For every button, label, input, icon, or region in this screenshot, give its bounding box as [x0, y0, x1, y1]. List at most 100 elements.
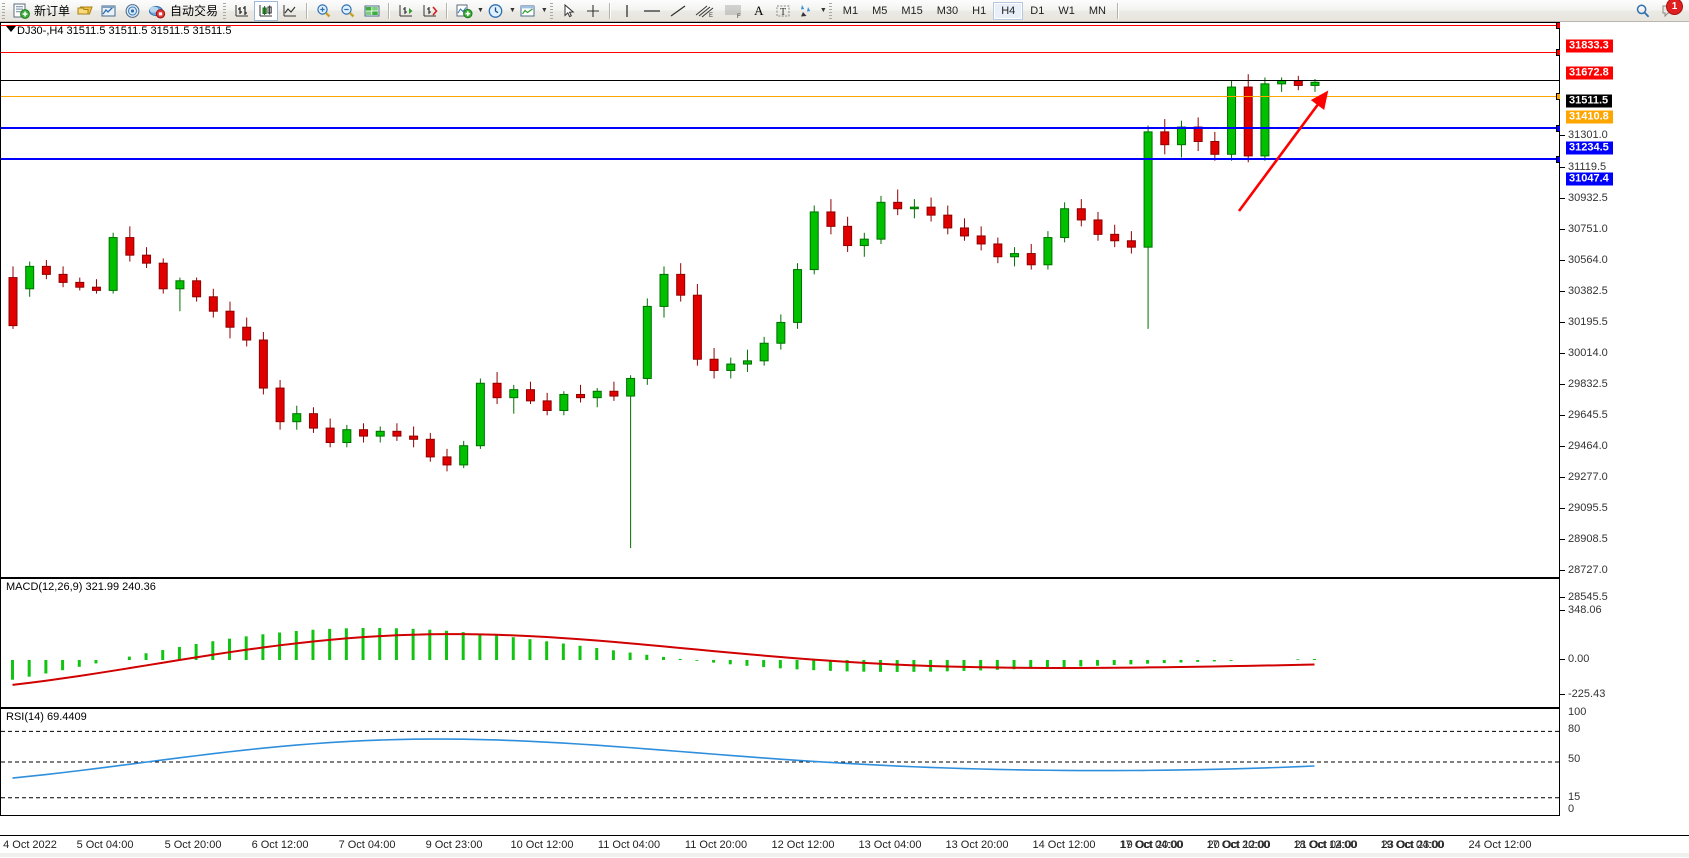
tab-timeframe-h1[interactable]: H1 — [972, 4, 987, 17]
candle-body — [642, 305, 652, 379]
symbol-dropdown-icon[interactable] — [6, 26, 16, 32]
candle-body — [409, 435, 419, 440]
price-tick-mark — [1560, 353, 1565, 354]
macd-histogram-bar — [445, 630, 448, 660]
period-caret-icon[interactable]: ▼ — [508, 7, 516, 14]
templates-button[interactable] — [516, 1, 540, 21]
rsi-title: RSI(14) 69.4409 — [6, 711, 87, 723]
chart-shift-button[interactable] — [418, 1, 442, 21]
main-toolbar: 新订单 — [0, 0, 1689, 22]
time-axis-label: 13 Oct 04:00 — [858, 839, 922, 851]
data-window-button[interactable] — [360, 1, 384, 21]
price-tick-mark — [1560, 167, 1565, 168]
macd-histogram-bar — [194, 643, 198, 660]
candle-body — [576, 393, 586, 399]
tab-timeframe-m15[interactable]: M15 — [901, 4, 923, 17]
trendline-button[interactable] — [665, 1, 691, 21]
notification-badge: 1 — [1666, 0, 1683, 15]
price-tick-mark — [1560, 570, 1565, 571]
fibonacci-button[interactable]: F — [719, 1, 747, 21]
time-axis-label: 24 Oct 12:00 — [1468, 839, 1532, 851]
text-label-button[interactable]: T — [771, 1, 795, 21]
candle-body — [1093, 219, 1103, 235]
macd-pane[interactable]: MACD(12,26,9) 321.99 240.36 — [0, 578, 1560, 708]
rsi-series — [1, 730, 1559, 799]
tab-timeframe-mn[interactable]: MN — [1088, 4, 1106, 17]
data-window-icon — [364, 5, 380, 16]
candlestick-icon — [259, 4, 273, 16]
toolbar-grip-3[interactable] — [549, 2, 553, 19]
shapes-button[interactable] — [795, 1, 819, 21]
cursor-icon — [564, 3, 575, 17]
period-button[interactable] — [484, 1, 508, 21]
candle-body — [1160, 131, 1170, 146]
notifications-button[interactable]: 1 — [1655, 0, 1685, 21]
expert-advisors-button[interactable] — [73, 1, 97, 21]
zoom-in-button[interactable] — [312, 1, 336, 21]
shapes-caret-icon[interactable]: ▼ — [819, 7, 827, 14]
last-price-tag[interactable]: 31511.5 — [1566, 94, 1613, 108]
toolbar-grip-4[interactable] — [828, 2, 832, 19]
macd-histogram-bar — [778, 660, 782, 669]
cursor-tool-button[interactable] — [557, 1, 581, 21]
autotrading-button[interactable] — [145, 1, 169, 21]
crosshair-tool-button[interactable] — [581, 1, 605, 21]
macd-histogram-bar — [645, 654, 649, 660]
macd-histogram-bar — [611, 650, 615, 660]
macd-histogram-bar — [244, 636, 248, 660]
price-axis[interactable]: 31301.0 31119.5 30932.5 30751.0 30564.0 30382… — [1560, 22, 1689, 816]
zoom-out-button[interactable] — [336, 1, 360, 21]
candle-body — [1110, 233, 1120, 242]
market-watch-button[interactable] — [97, 1, 121, 21]
toolbar-grip-2[interactable] — [223, 2, 227, 19]
price-tick-label: 28545.5 — [1568, 591, 1608, 603]
macd-histogram-bar — [528, 639, 532, 660]
tab-timeframe-m1[interactable]: M1 — [842, 4, 859, 17]
fibonacci-icon: F — [724, 5, 741, 19]
support-tag-2[interactable]: 31047.4 — [1566, 172, 1613, 186]
templates-caret-icon[interactable]: ▼ — [540, 7, 548, 14]
chart-area[interactable]: DJ30-,H4 31511.5 31511.5 31511.5 31511.5 — [0, 22, 1689, 835]
tab-timeframe-m5[interactable]: M5 — [872, 4, 888, 17]
price-pane[interactable]: DJ30-,H4 31511.5 31511.5 31511.5 31511.5 — [0, 22, 1563, 578]
pending-order-line — [1, 93, 1563, 100]
search-button[interactable] — [1631, 1, 1655, 21]
equidistant-channel-button[interactable]: E — [691, 1, 719, 21]
toolbar-separator-4 — [608, 2, 611, 19]
bar-chart-button[interactable] — [230, 1, 254, 21]
rsi-pane[interactable]: RSI(14) 69.4409 — [0, 708, 1560, 816]
indicators-button[interactable] — [452, 1, 476, 21]
resistance-tag-2[interactable]: 31672.8 — [1566, 66, 1613, 80]
toolbar-separator-2 — [388, 2, 391, 19]
tab-timeframe-w1[interactable]: W1 — [1058, 4, 1075, 17]
time-axis-label: 4 Oct 2022 — [3, 839, 57, 851]
pending-order-tag[interactable]: 31410.8 — [1566, 110, 1613, 124]
line-chart-button[interactable] — [278, 1, 302, 21]
autotrading-label: 自动交易 — [170, 4, 219, 18]
macd-histogram-bar — [1112, 660, 1116, 666]
candlestick-series — [8, 74, 1320, 549]
macd-histogram-bar — [1079, 660, 1083, 667]
candle-body — [1293, 80, 1303, 86]
indicators-caret-icon[interactable]: ▼ — [477, 7, 484, 14]
new-order-button[interactable] — [9, 1, 33, 21]
time-axis-label: 19 Oct 04:00 — [1380, 839, 1444, 851]
tab-timeframe-d1[interactable]: D1 — [1030, 4, 1045, 17]
time-axis[interactable]: 4 Oct 2022 5 Oct 04:00 5 Oct 20:00 6 Oct 12… — [0, 835, 1689, 858]
vertical-line-button[interactable] — [615, 1, 639, 21]
auto-scroll-button[interactable] — [394, 1, 418, 21]
macd-tick-mark — [1560, 659, 1565, 660]
signals-button[interactable] — [121, 1, 145, 21]
tab-timeframe-m30[interactable]: M30 — [936, 4, 959, 17]
tab-timeframe-h4[interactable]: H4 — [993, 1, 1024, 20]
support-tag-1[interactable]: 31234.5 — [1566, 141, 1613, 155]
candlestick-button[interactable] — [254, 0, 279, 21]
horizontal-line-button[interactable] — [639, 1, 665, 21]
price-tick-label: 30195.5 — [1568, 316, 1608, 328]
toolbar-grip[interactable] — [2, 2, 5, 19]
time-axis-label: 18 Oct 12:00 — [1293, 839, 1357, 851]
resistance-tag-1[interactable]: 31833.3 — [1566, 39, 1613, 53]
text-button[interactable]: A — [747, 1, 771, 21]
candle-body — [676, 273, 686, 296]
